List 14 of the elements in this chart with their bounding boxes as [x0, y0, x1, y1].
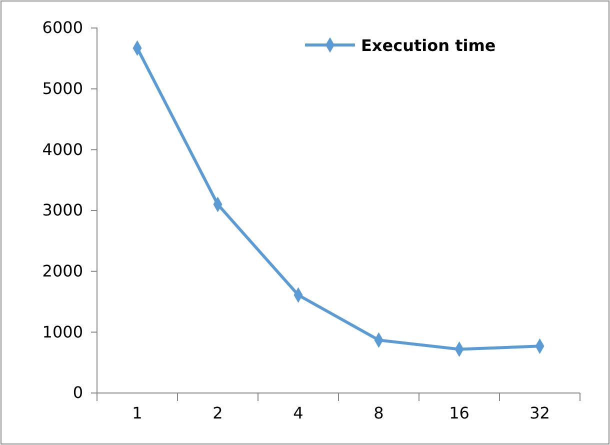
- x-tick-label: 2: [212, 403, 223, 422]
- y-tick-label: 1000: [42, 322, 83, 342]
- x-tick-label: 8: [374, 403, 384, 422]
- x-tick-label: 16: [449, 403, 470, 422]
- y-tick-label: 3000: [42, 200, 83, 220]
- x-tick-label: 32: [530, 403, 550, 422]
- y-tick-label: 2000: [42, 261, 83, 280]
- y-tick-label: 4000: [42, 140, 83, 159]
- y-tick-label: 5000: [42, 78, 83, 98]
- y-tick-label: 6000: [42, 18, 83, 38]
- x-tick-label: 1: [132, 403, 142, 422]
- y-tick-label: 0: [72, 383, 83, 402]
- x-tick-label: 4: [293, 403, 304, 422]
- legend-label: Execution time: [361, 36, 496, 55]
